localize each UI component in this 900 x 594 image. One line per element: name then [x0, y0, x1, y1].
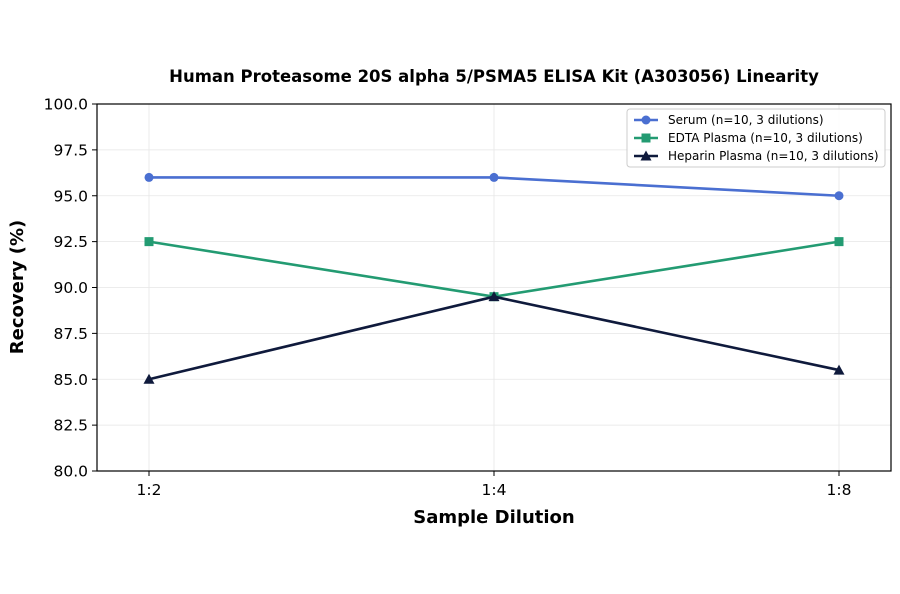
data-point [833, 364, 845, 375]
data-point [143, 373, 155, 384]
y-axis-ticks: 80.0 82.5 85.0 87.5 90.0 92.5 95.0 97.5 100.0 [44, 96, 97, 481]
data-point [144, 237, 154, 247]
data-point [641, 115, 651, 125]
legend-entry: Heparin Plasma (n=10, 3 dilutions) [634, 149, 879, 163]
y-tick-label: 92.5 [53, 233, 88, 251]
data-point [834, 191, 844, 201]
data-point [489, 172, 499, 182]
legend-box [626, 108, 886, 168]
x-axis-label: Sample Dilution [413, 507, 574, 528]
data-point [144, 172, 154, 182]
data-point [640, 150, 652, 161]
x-tick-label: 1:8 [827, 481, 852, 499]
legend-label: EDTA Plasma (n=10, 3 dilutions) [668, 131, 863, 145]
series-1 [144, 172, 844, 201]
y-tick-label: 100.0 [44, 96, 88, 114]
y-tick-label: 85.0 [53, 371, 88, 389]
series-lines [143, 172, 845, 384]
y-tick-label: 82.5 [53, 417, 88, 435]
y-tick-label: 80.0 [53, 463, 88, 481]
x-axis-ticks: 1:2 1:4 1:8 [137, 471, 852, 499]
chart-title: Human Proteasome 20S alpha 5/PSMA5 ELISA… [169, 67, 819, 86]
data-point [488, 291, 500, 302]
legend: Serum (n=10, 3 dilutions) EDTA Plasma (n=… [626, 108, 886, 168]
y-tick-label: 90.0 [53, 279, 88, 297]
legend-label: Serum (n=10, 3 dilutions) [668, 113, 824, 127]
y-axis-label: Recovery (%) [7, 220, 28, 354]
y-tick-label: 87.5 [53, 325, 88, 343]
data-point [834, 237, 844, 247]
x-tick-label: 1:2 [137, 481, 162, 499]
legend-entry: Serum (n=10, 3 dilutions) [634, 113, 824, 127]
y-tick-label: 97.5 [53, 141, 88, 159]
series-3 [143, 291, 845, 384]
legend-label: Heparin Plasma (n=10, 3 dilutions) [668, 149, 879, 163]
data-point [641, 133, 651, 143]
x-tick-label: 1:4 [482, 481, 507, 499]
y-tick-label: 95.0 [53, 187, 88, 205]
legend-entry: EDTA Plasma (n=10, 3 dilutions) [634, 131, 863, 145]
